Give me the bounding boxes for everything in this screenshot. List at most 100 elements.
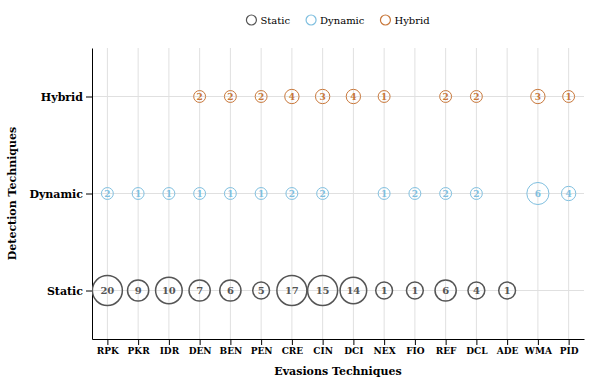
data-label: 1	[565, 92, 571, 102]
bubble	[499, 282, 516, 299]
data-label: 7	[196, 285, 203, 296]
bubble	[468, 282, 485, 299]
x-tick-mark	[200, 339, 201, 345]
bubble	[346, 89, 360, 103]
x-tick-mark	[353, 339, 354, 345]
bubble	[563, 91, 575, 103]
data-label: 6	[442, 285, 449, 296]
data-label: 3	[535, 92, 541, 102]
data-label: 2	[473, 92, 479, 102]
x-tick: CRE	[282, 339, 304, 356]
data-label: 6	[227, 285, 234, 296]
bubble	[440, 188, 452, 200]
bubble	[220, 280, 241, 301]
x-tick-label: RPK	[97, 346, 120, 356]
data-label: 1	[166, 189, 172, 199]
x-tick-mark	[323, 339, 324, 345]
data-label: 2	[412, 189, 418, 199]
legend-entry: Dynamic	[306, 15, 365, 26]
x-axis-line	[93, 339, 585, 340]
legend-symbol	[306, 15, 316, 25]
data-label: 1	[381, 92, 387, 102]
y-tick-mark	[86, 194, 92, 195]
bubble	[376, 282, 393, 299]
legend-label: Static	[260, 15, 290, 26]
data-label: 4	[289, 92, 295, 102]
data-label: 1	[381, 285, 388, 296]
x-tick-mark	[384, 339, 385, 345]
bubble	[277, 276, 307, 306]
x-tick-label: IDR	[160, 346, 180, 356]
bubble	[255, 188, 267, 200]
y-axis: StaticDynamicHybrid	[29, 49, 92, 340]
x-tick-mark	[107, 339, 108, 345]
x-tick-label: FIO	[406, 346, 425, 356]
x-tick: PID	[560, 339, 579, 356]
x-tick: NEX	[374, 339, 396, 356]
bubble	[561, 186, 575, 200]
data-label: 2	[289, 189, 295, 199]
legend-label: Dynamic	[320, 15, 365, 26]
x-tick-label: CRE	[282, 346, 304, 356]
data-label: 2	[473, 189, 479, 199]
x-tick-mark	[169, 339, 170, 345]
x-tick: IDR	[160, 339, 180, 356]
data-label: 2	[258, 92, 264, 102]
data-label: 1	[135, 189, 141, 199]
data-label: 2	[227, 92, 233, 102]
bubble	[317, 188, 329, 200]
legend-symbol	[380, 15, 390, 25]
x-tick-label: REF	[436, 346, 457, 356]
data-label: 15	[316, 285, 330, 296]
data-label: 1	[381, 189, 387, 199]
bubbles	[92, 89, 575, 305]
bubble	[286, 188, 298, 200]
legend: Static Dynamic Hybrid	[246, 15, 430, 26]
data-label: 5	[258, 285, 265, 296]
x-tick: REF	[436, 339, 457, 356]
data-label: 10	[162, 285, 176, 296]
y-tick: Dynamic	[29, 188, 92, 201]
bubble	[340, 277, 367, 304]
bubble	[189, 280, 210, 301]
x-tick-mark	[569, 339, 570, 345]
data-label: 2	[104, 189, 110, 199]
bubble	[378, 188, 390, 200]
bubble	[132, 188, 144, 200]
data-label: 6	[535, 189, 541, 199]
x-tick-label: CIN	[313, 346, 333, 356]
bubble	[194, 91, 206, 103]
x-tick-label: ADE	[496, 346, 519, 356]
bubble	[440, 91, 452, 103]
x-tick-label: DEN	[189, 346, 212, 356]
bubble	[224, 91, 236, 103]
data-label: 4	[350, 92, 356, 102]
bubble	[194, 188, 206, 200]
bubble	[128, 280, 149, 301]
x-tick-label: NEX	[374, 346, 396, 356]
x-tick: BEN	[220, 339, 243, 356]
x-tick-label: WMA	[524, 346, 553, 356]
x-tick-mark	[538, 339, 539, 345]
x-axis-title: Evasions Techniques	[274, 365, 401, 378]
data-label: 4	[565, 189, 571, 199]
bubble	[255, 91, 267, 103]
bubble	[156, 277, 183, 304]
grid	[92, 48, 584, 339]
bubble	[163, 188, 175, 200]
bubble	[470, 188, 482, 200]
data-label: 2	[442, 92, 448, 102]
x-tick-mark	[292, 339, 293, 345]
data-label: 1	[411, 285, 418, 296]
x-tick: PKR	[128, 339, 151, 356]
bubble	[253, 282, 270, 299]
x-tick: ADE	[496, 339, 519, 356]
x-tick: WMA	[524, 339, 553, 356]
bubble	[406, 282, 423, 299]
data-label: 1	[227, 189, 233, 199]
data-labels: 2091076517151411641211111221222642224341…	[100, 92, 571, 297]
x-tick: FIO	[406, 339, 425, 356]
bubble	[531, 89, 545, 103]
legend-label: Hybrid	[394, 15, 430, 26]
legend-entry: Hybrid	[380, 15, 430, 26]
